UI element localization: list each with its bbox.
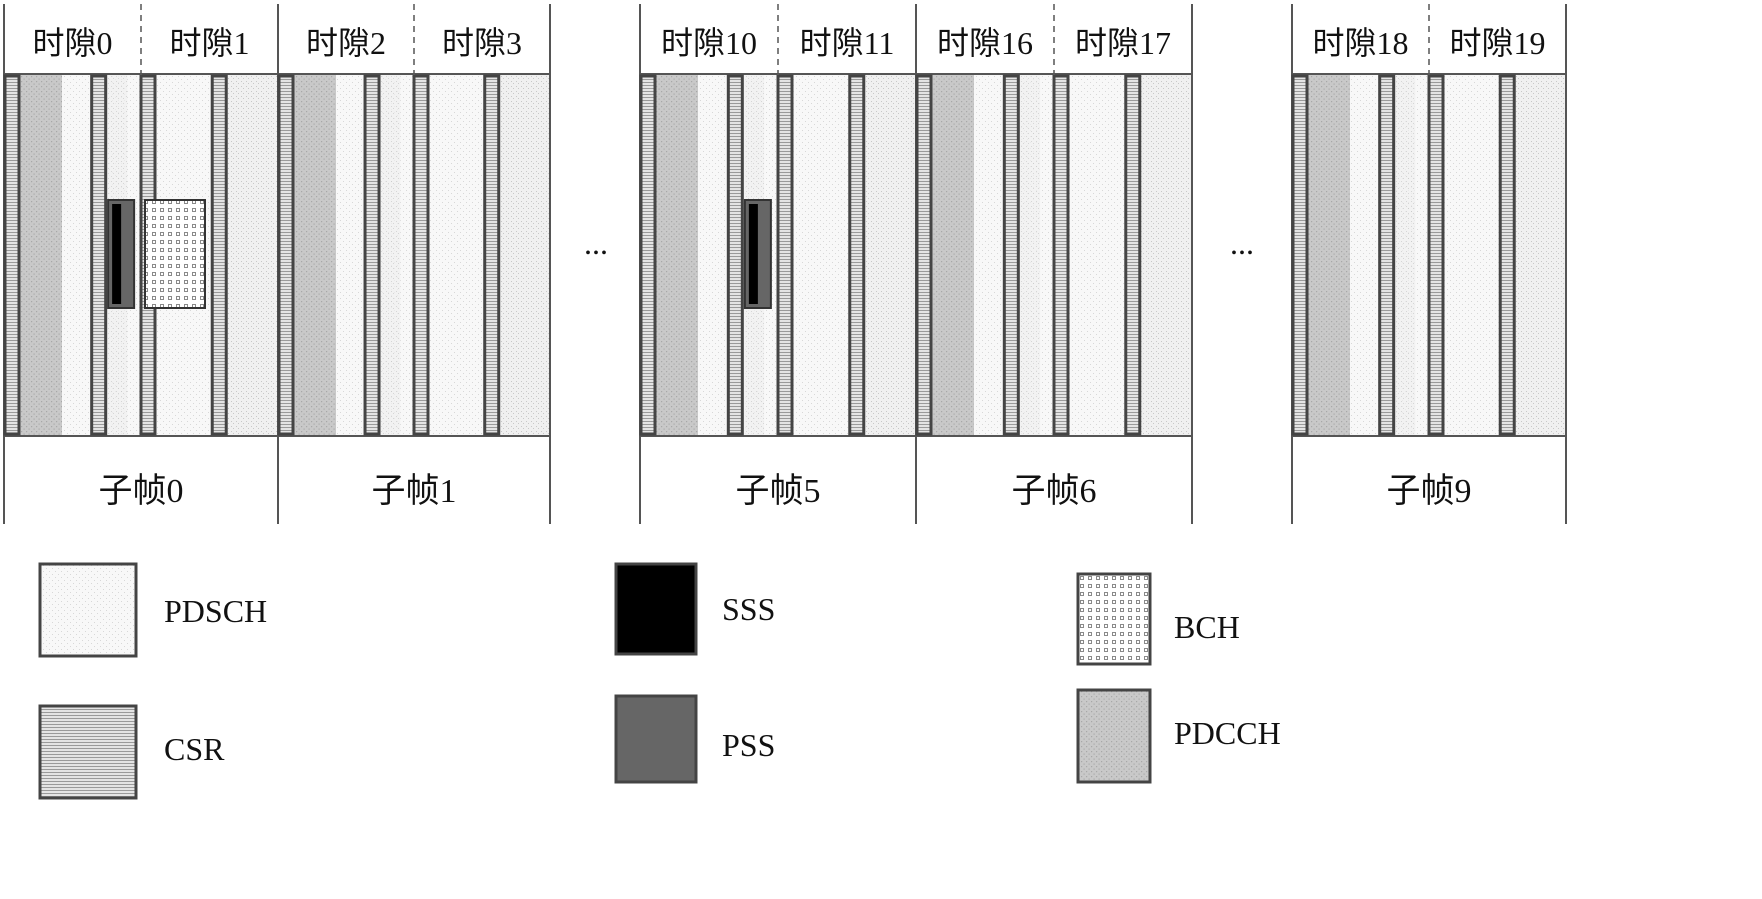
- csr-column: [1002, 74, 1020, 436]
- sss-block: [748, 204, 758, 304]
- pdcch-region: [930, 75, 974, 435]
- subframe-label: 子帧5: [736, 472, 821, 510]
- slot-label: 时隙16: [937, 25, 1033, 61]
- legend-label: BCH: [1174, 609, 1240, 645]
- pdsch-region: [860, 75, 915, 435]
- csr-column: [412, 74, 430, 436]
- slot-label: 时隙3: [442, 25, 522, 61]
- pdcch-region: [1306, 75, 1350, 435]
- pdcch-region: [18, 75, 62, 435]
- slot-label: 时隙0: [32, 25, 112, 61]
- csr-column: [277, 74, 295, 436]
- csr-column: [1498, 74, 1516, 436]
- legend-label: PDCCH: [1174, 715, 1281, 751]
- bch-block: [144, 199, 206, 309]
- slot-label: 时隙1: [169, 25, 249, 61]
- legend-swatch: [1076, 572, 1152, 666]
- subframe-2: 时隙10 时隙11 子帧5: [639, 4, 917, 524]
- csr-column: [776, 74, 794, 436]
- csr-column: [1291, 74, 1309, 436]
- sss-block: [112, 204, 122, 304]
- subframe-label: 子帧0: [99, 472, 184, 510]
- legend-label: PSS: [722, 727, 775, 763]
- subframe-label: 子帧6: [1012, 472, 1097, 510]
- subframe-label: 子帧1: [372, 472, 457, 510]
- legend-swatch: [38, 704, 138, 800]
- subframes: 时隙0 时隙1 子帧0 时隙2 时隙3 子帧1 时隙10 时隙11 子帧5 时隙16 时隙17 子帧6…: [3, 4, 1567, 524]
- legend-label: PDSCH: [164, 593, 267, 629]
- slot-label: 时隙2: [306, 25, 386, 61]
- ellipsis: ...: [584, 225, 608, 261]
- slot-label: 时隙11: [800, 25, 895, 61]
- legend-swatch: [38, 562, 138, 658]
- legend: PDSCH SSS BCH CSR PSS PDCCH: [38, 562, 1281, 800]
- slot-label: 时隙19: [1449, 25, 1545, 61]
- legend-label: CSR: [164, 731, 225, 767]
- subframe-4: 时隙18 时隙19 子帧9: [1291, 4, 1567, 524]
- subframe-0: 时隙0 时隙1 子帧0: [3, 4, 279, 524]
- slot-label: 时隙10: [661, 25, 757, 61]
- csr-column: [1052, 74, 1070, 436]
- pdsch-region: [1136, 75, 1191, 435]
- csr-column: [363, 74, 381, 436]
- csr-column: [639, 74, 657, 436]
- csr-column: [1124, 74, 1142, 436]
- pdcch-region: [654, 75, 698, 435]
- legend-label: SSS: [722, 591, 775, 627]
- legend-swatch: [614, 562, 698, 656]
- csr-column: [726, 74, 744, 436]
- csr-column: [1378, 74, 1396, 436]
- subframe-label: 子帧9: [1387, 472, 1472, 510]
- pdsch-region: [223, 75, 277, 435]
- legend-swatch: [614, 694, 698, 784]
- legend-item-csr: CSR: [38, 704, 225, 800]
- legend-item-bch: BCH: [1076, 572, 1240, 666]
- pdsch-region: [495, 75, 549, 435]
- csr-column: [90, 74, 108, 436]
- csr-column: [915, 74, 933, 436]
- csr-column: [848, 74, 866, 436]
- pdcch-region: [292, 75, 336, 435]
- legend-swatch: [1076, 688, 1152, 784]
- csr-column: [483, 74, 501, 436]
- pdsch-region: [1511, 75, 1565, 435]
- ellipsis: ...: [1230, 225, 1254, 261]
- legend-item-pdcch: PDCCH: [1076, 688, 1281, 784]
- slot-label: 时隙18: [1312, 25, 1408, 61]
- subframe-3: 时隙16 时隙17 子帧6: [915, 4, 1193, 524]
- csr-column: [210, 74, 228, 436]
- legend-item-pss: PSS: [614, 694, 775, 784]
- csr-column: [3, 74, 21, 436]
- csr-column: [1427, 74, 1445, 436]
- subframe-1: 时隙2 时隙3 子帧1: [277, 4, 551, 524]
- legend-item-pdsch: PDSCH: [38, 562, 267, 658]
- legend-item-sss: SSS: [614, 562, 775, 656]
- slot-label: 时隙17: [1075, 25, 1171, 61]
